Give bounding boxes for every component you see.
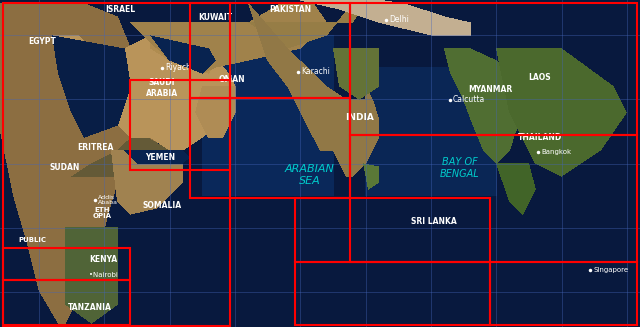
Text: TANZANIA: TANZANIA: [68, 303, 112, 313]
Text: BAY OF
BENGAL: BAY OF BENGAL: [440, 157, 480, 179]
Text: Calcutta: Calcutta: [453, 95, 485, 105]
Text: SRI LANKA: SRI LANKA: [411, 217, 457, 227]
Bar: [130, 80, 230, 170]
Text: Bangkok: Bangkok: [541, 149, 571, 155]
Text: Addis
Ababa: Addis Ababa: [98, 195, 118, 205]
Bar: [350, 135, 637, 262]
Text: ARABIAN
SEA: ARABIAN SEA: [285, 164, 335, 186]
Text: OMAN: OMAN: [219, 76, 245, 84]
Bar: [190, 3, 350, 98]
Bar: [3, 280, 130, 325]
Text: SUDAN: SUDAN: [50, 164, 80, 173]
Text: ISRAEL: ISRAEL: [105, 6, 135, 14]
Text: Karachi: Karachi: [301, 67, 330, 77]
Bar: [3, 3, 230, 326]
Text: THAILAND: THAILAND: [518, 133, 562, 143]
Text: YEMEN: YEMEN: [145, 153, 175, 163]
Text: MYANMAR: MYANMAR: [468, 85, 512, 95]
Text: LAOS: LAOS: [529, 74, 551, 82]
Text: PUBLIC: PUBLIC: [18, 237, 46, 243]
Text: Singapore: Singapore: [593, 267, 628, 273]
Bar: [295, 198, 490, 262]
Text: Riyach: Riyach: [165, 63, 191, 73]
Bar: [190, 98, 350, 198]
Text: ETH
OPIA: ETH OPIA: [93, 206, 111, 219]
Bar: [490, 262, 637, 325]
Text: SAUDI
ARABIA: SAUDI ARABIA: [146, 78, 178, 98]
Text: INDIA: INDIA: [346, 113, 374, 123]
Text: KENYA: KENYA: [89, 255, 117, 265]
Bar: [295, 262, 490, 325]
Bar: [350, 3, 637, 135]
Text: SOMALIA: SOMALIA: [143, 200, 182, 210]
Text: ERITREA: ERITREA: [77, 144, 113, 152]
Bar: [3, 248, 130, 280]
Text: EGYPT: EGYPT: [28, 38, 56, 46]
Text: PAKISTAN: PAKISTAN: [269, 6, 311, 14]
Text: KUWAIT: KUWAIT: [198, 13, 232, 23]
Text: Delhi: Delhi: [389, 15, 409, 25]
Text: •Nairobi: •Nairobi: [88, 272, 117, 278]
